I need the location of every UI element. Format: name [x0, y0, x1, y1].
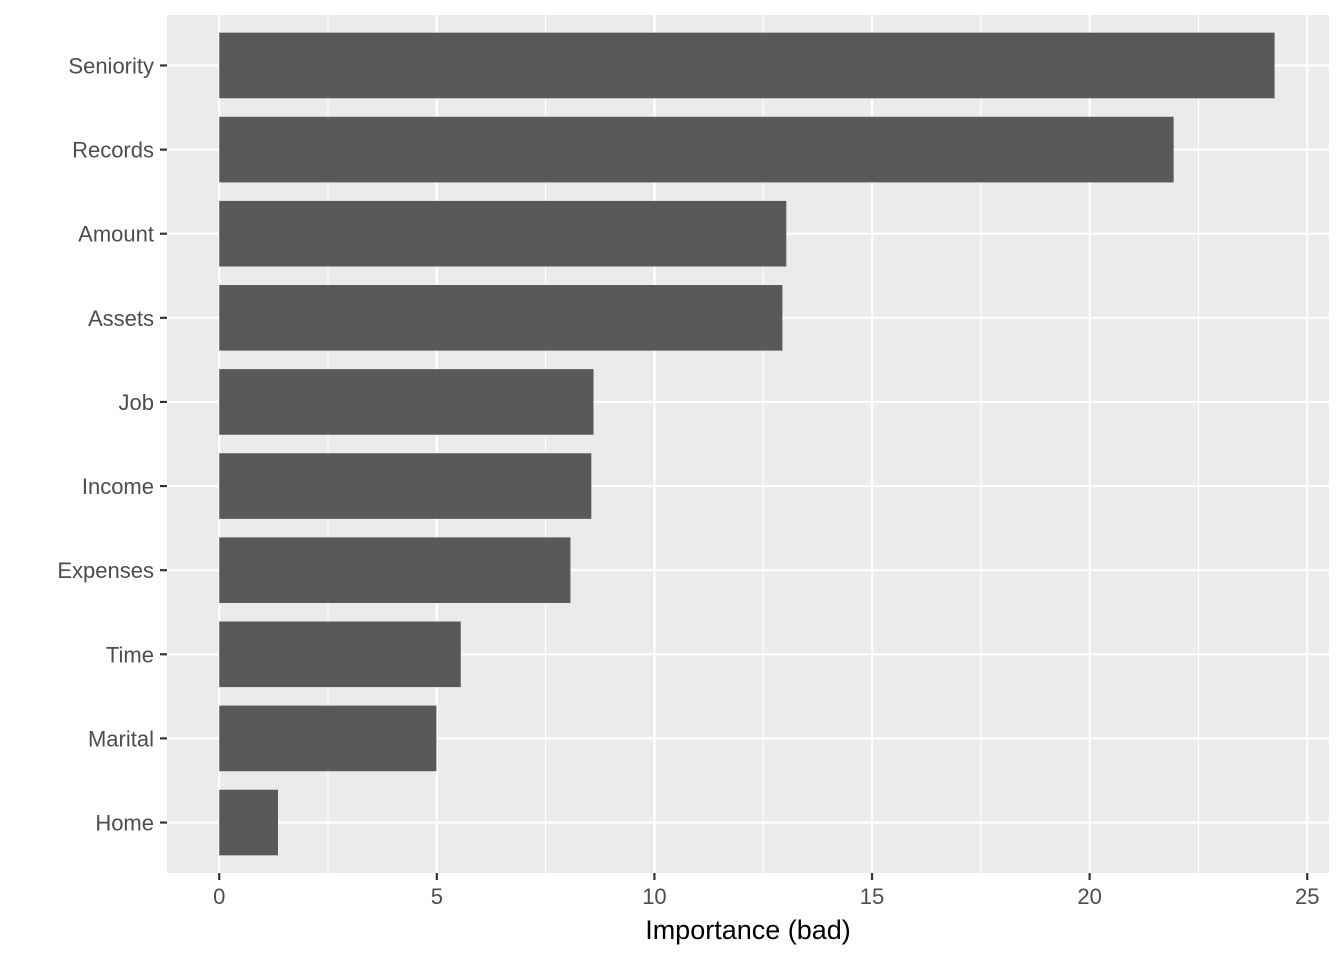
bar	[219, 32, 1275, 99]
y-tick-label: Job	[119, 390, 154, 415]
x-tick-label: 5	[431, 884, 443, 909]
bar	[219, 200, 787, 267]
x-tick-label: 0	[213, 884, 225, 909]
y-tick-label: Amount	[78, 222, 154, 247]
x-tick-label: 20	[1077, 884, 1101, 909]
y-tick-label: Home	[95, 811, 154, 836]
x-axis: 0 5 10 15 20 25	[213, 873, 1319, 909]
x-axis-title: Importance (bad)	[645, 915, 851, 945]
y-tick-label: Expenses	[57, 558, 154, 583]
y-tick-label: Time	[106, 642, 154, 667]
x-tick-label: 15	[860, 884, 884, 909]
bar	[219, 453, 592, 519]
y-tick-label: Marital	[88, 726, 154, 751]
bar	[219, 369, 594, 435]
y-tick-label: Seniority	[68, 53, 154, 78]
y-tick-label: Assets	[88, 306, 154, 331]
y-tick-label: Records	[72, 138, 154, 163]
bar	[219, 705, 437, 772]
bar	[219, 537, 571, 603]
y-axis: Seniority Records Amount Assets Job Income Exp…	[57, 53, 167, 836]
x-tick-label: 10	[642, 884, 666, 909]
bar	[219, 789, 278, 856]
y-tick-label: Income	[82, 474, 154, 499]
bar	[219, 285, 783, 351]
x-tick-label: 25	[1295, 884, 1319, 909]
bar	[219, 621, 461, 688]
bars	[219, 32, 1275, 856]
bar	[219, 116, 1174, 183]
